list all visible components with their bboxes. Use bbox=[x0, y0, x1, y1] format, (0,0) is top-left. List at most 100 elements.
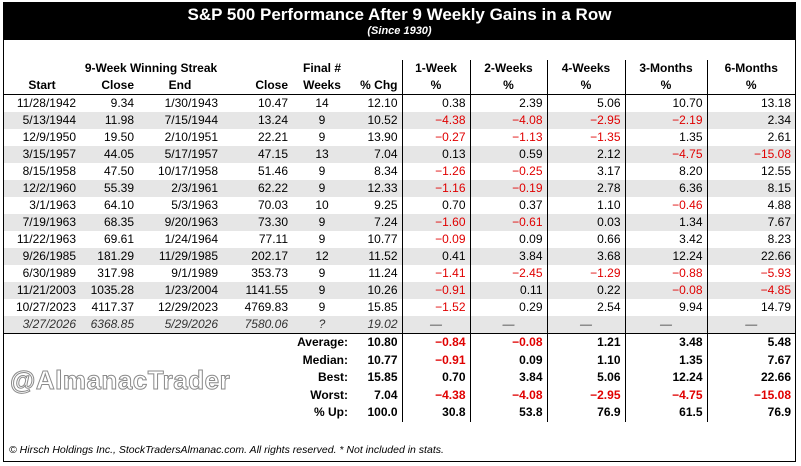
summary-value: 12.24 bbox=[624, 369, 707, 387]
cell: 1141.55 bbox=[222, 282, 292, 299]
cell: 4769.83 bbox=[244, 300, 288, 314]
cell: 77.11 bbox=[258, 232, 288, 246]
summary-label: Median: bbox=[302, 352, 348, 367]
data-row: 3/15/1957 44.05 5/17/1957 47.15 13 7.04 0.13 0.… bbox=[4, 146, 795, 163]
performance-table: 9-Week Winning Streak Final # 1-Week 2-Week… bbox=[4, 60, 795, 422]
cell: 9 bbox=[292, 112, 352, 129]
cell: 0.38 bbox=[401, 94, 470, 112]
cell: −0.91 bbox=[401, 282, 470, 299]
cell: 0.66 bbox=[546, 231, 625, 248]
cell: −0.61 bbox=[469, 214, 547, 231]
cell: −2.95 bbox=[546, 112, 625, 129]
cell: 9 bbox=[292, 180, 352, 197]
cell: 7.04 bbox=[352, 146, 402, 163]
data-row: 12/2/1960 55.39 2/3/1961 62.22 9 12.33 −1.16 −0… bbox=[4, 180, 795, 197]
cell: 181.29 bbox=[80, 248, 138, 265]
cell: 9/1/1989 bbox=[171, 266, 218, 280]
cell: 0.11 bbox=[469, 282, 547, 299]
cell: −1.41 bbox=[401, 265, 470, 282]
cell: 12.55 bbox=[706, 163, 795, 180]
data-row: 8/15/1958 47.50 10/17/1958 51.46 9 8.34 −1.26−… bbox=[4, 163, 795, 180]
cell: −5.93 bbox=[706, 265, 795, 282]
data-row: 12/9/1950 19.50 2/10/1951 22.21 9 13.90 −0.27−… bbox=[4, 129, 795, 146]
cell: −2.19 bbox=[624, 112, 707, 129]
cell: 1/30/1943 bbox=[164, 96, 218, 110]
cell: 51.46 bbox=[257, 164, 288, 178]
cell: 8.15 bbox=[706, 180, 795, 197]
cell: 9/20/1963 bbox=[138, 214, 222, 231]
cell: 0.29 bbox=[469, 299, 547, 316]
title: S&P 500 Performance After 9 Weekly Gains… bbox=[187, 5, 612, 24]
cell: 22.66 bbox=[706, 248, 795, 265]
column-header: % bbox=[469, 77, 547, 95]
cell: 12.10 bbox=[367, 96, 398, 110]
column-header: Close bbox=[80, 77, 138, 95]
cell: 55.39 bbox=[80, 180, 138, 197]
cell: 5/13/1944 bbox=[4, 112, 80, 129]
cell: −1.35 bbox=[546, 129, 625, 146]
cell: 7/19/1963 bbox=[4, 214, 80, 231]
header-cell bbox=[352, 60, 402, 77]
cell: 9.34 bbox=[110, 96, 134, 110]
summary-value: 53.8 bbox=[469, 404, 547, 422]
data-row: 11/28/1942 9.34 1/30/1943 10.47 14 12.10 0.38 2… bbox=[4, 94, 795, 112]
cell: 7580.06 bbox=[222, 316, 292, 334]
cell: 19.02 bbox=[352, 316, 402, 334]
cell: — bbox=[469, 316, 547, 334]
cell: 2.34 bbox=[706, 112, 795, 129]
summary-value: 7.67 bbox=[706, 351, 795, 370]
cell: 13 bbox=[292, 146, 352, 163]
cell: 6368.85 bbox=[80, 316, 138, 334]
cell: 0.37 bbox=[469, 197, 547, 214]
cell: — bbox=[546, 316, 625, 334]
summary-value: −15.08 bbox=[706, 386, 795, 405]
cell: 9 bbox=[318, 232, 326, 246]
cell: 2/3/1961 bbox=[138, 180, 222, 197]
cell: −1.16 bbox=[401, 180, 470, 197]
title-bar: S&P 500 Performance After 9 Weekly Gains… bbox=[3, 2, 796, 40]
summary-value: 10.77 bbox=[367, 352, 398, 367]
summary-value: 30.8 bbox=[401, 404, 470, 422]
column-header: % bbox=[546, 77, 625, 95]
cell: −4.08 bbox=[469, 112, 547, 129]
column-header: Start bbox=[4, 77, 80, 95]
cell: −1.60 bbox=[401, 214, 470, 231]
cell: 0.13 bbox=[401, 146, 470, 163]
summary-value: 0.09 bbox=[469, 351, 547, 370]
cell: 9 bbox=[318, 164, 326, 178]
cell: 9 bbox=[292, 282, 352, 299]
cell: 0.03 bbox=[546, 214, 625, 231]
header-cell bbox=[222, 60, 292, 77]
data-row: 10/27/2023 4117.37 12/29/2023 4769.83 9 15.85… bbox=[4, 299, 795, 316]
cell: 73.30 bbox=[222, 214, 292, 231]
cell: 3.68 bbox=[546, 248, 625, 265]
cell: 7.67 bbox=[706, 214, 795, 231]
summary-row: Average: 10.80 −0.84 −0.08 1.21 3.48 5.48 bbox=[4, 333, 795, 352]
cell: 5/17/1957 bbox=[138, 146, 222, 163]
data-row: 3/1/1963 64.10 5/3/1963 70.03 10 9.25 0.70 0.37… bbox=[4, 197, 795, 214]
cell: 1/24/1964 bbox=[164, 232, 218, 246]
cell: 12.33 bbox=[352, 180, 402, 197]
period-header: 2-Weeks bbox=[469, 60, 547, 77]
summary-value: 22.66 bbox=[706, 369, 795, 387]
header-row: Start Close End Close Weeks% Chg%%%%% bbox=[4, 77, 795, 95]
cell: −4.85 bbox=[706, 282, 795, 299]
cell: 2.61 bbox=[706, 129, 795, 146]
data-row: 11/22/1963 69.61 1/24/1964 77.11 9 10.77 −0.09… bbox=[4, 231, 795, 248]
cell: 12/29/2023 bbox=[157, 300, 218, 314]
data-row: 6/30/1989 317.98 9/1/1989 353.73 9 11.24 −1.41… bbox=[4, 265, 795, 282]
cell: 10/17/1958 bbox=[157, 164, 218, 178]
summary-value: 0.70 bbox=[401, 369, 470, 387]
cell: 10.26 bbox=[352, 282, 402, 299]
summary-row: Best: 15.85 0.70 3.84 5.06 12.24 22.66 bbox=[4, 369, 795, 387]
header-row: 9-Week Winning Streak Final # 1-Week 2-Week… bbox=[4, 60, 795, 77]
cell: 5/29/2026 bbox=[138, 316, 222, 334]
cell: 6.36 bbox=[624, 180, 707, 197]
cell: 12/9/1950 bbox=[22, 130, 76, 144]
cell: 8/15/1958 bbox=[22, 164, 76, 178]
cell: 3.17 bbox=[546, 163, 625, 180]
summary-value: 3.84 bbox=[469, 369, 547, 387]
cell: 1.34 bbox=[624, 214, 707, 231]
summary-value: −2.95 bbox=[546, 386, 625, 405]
